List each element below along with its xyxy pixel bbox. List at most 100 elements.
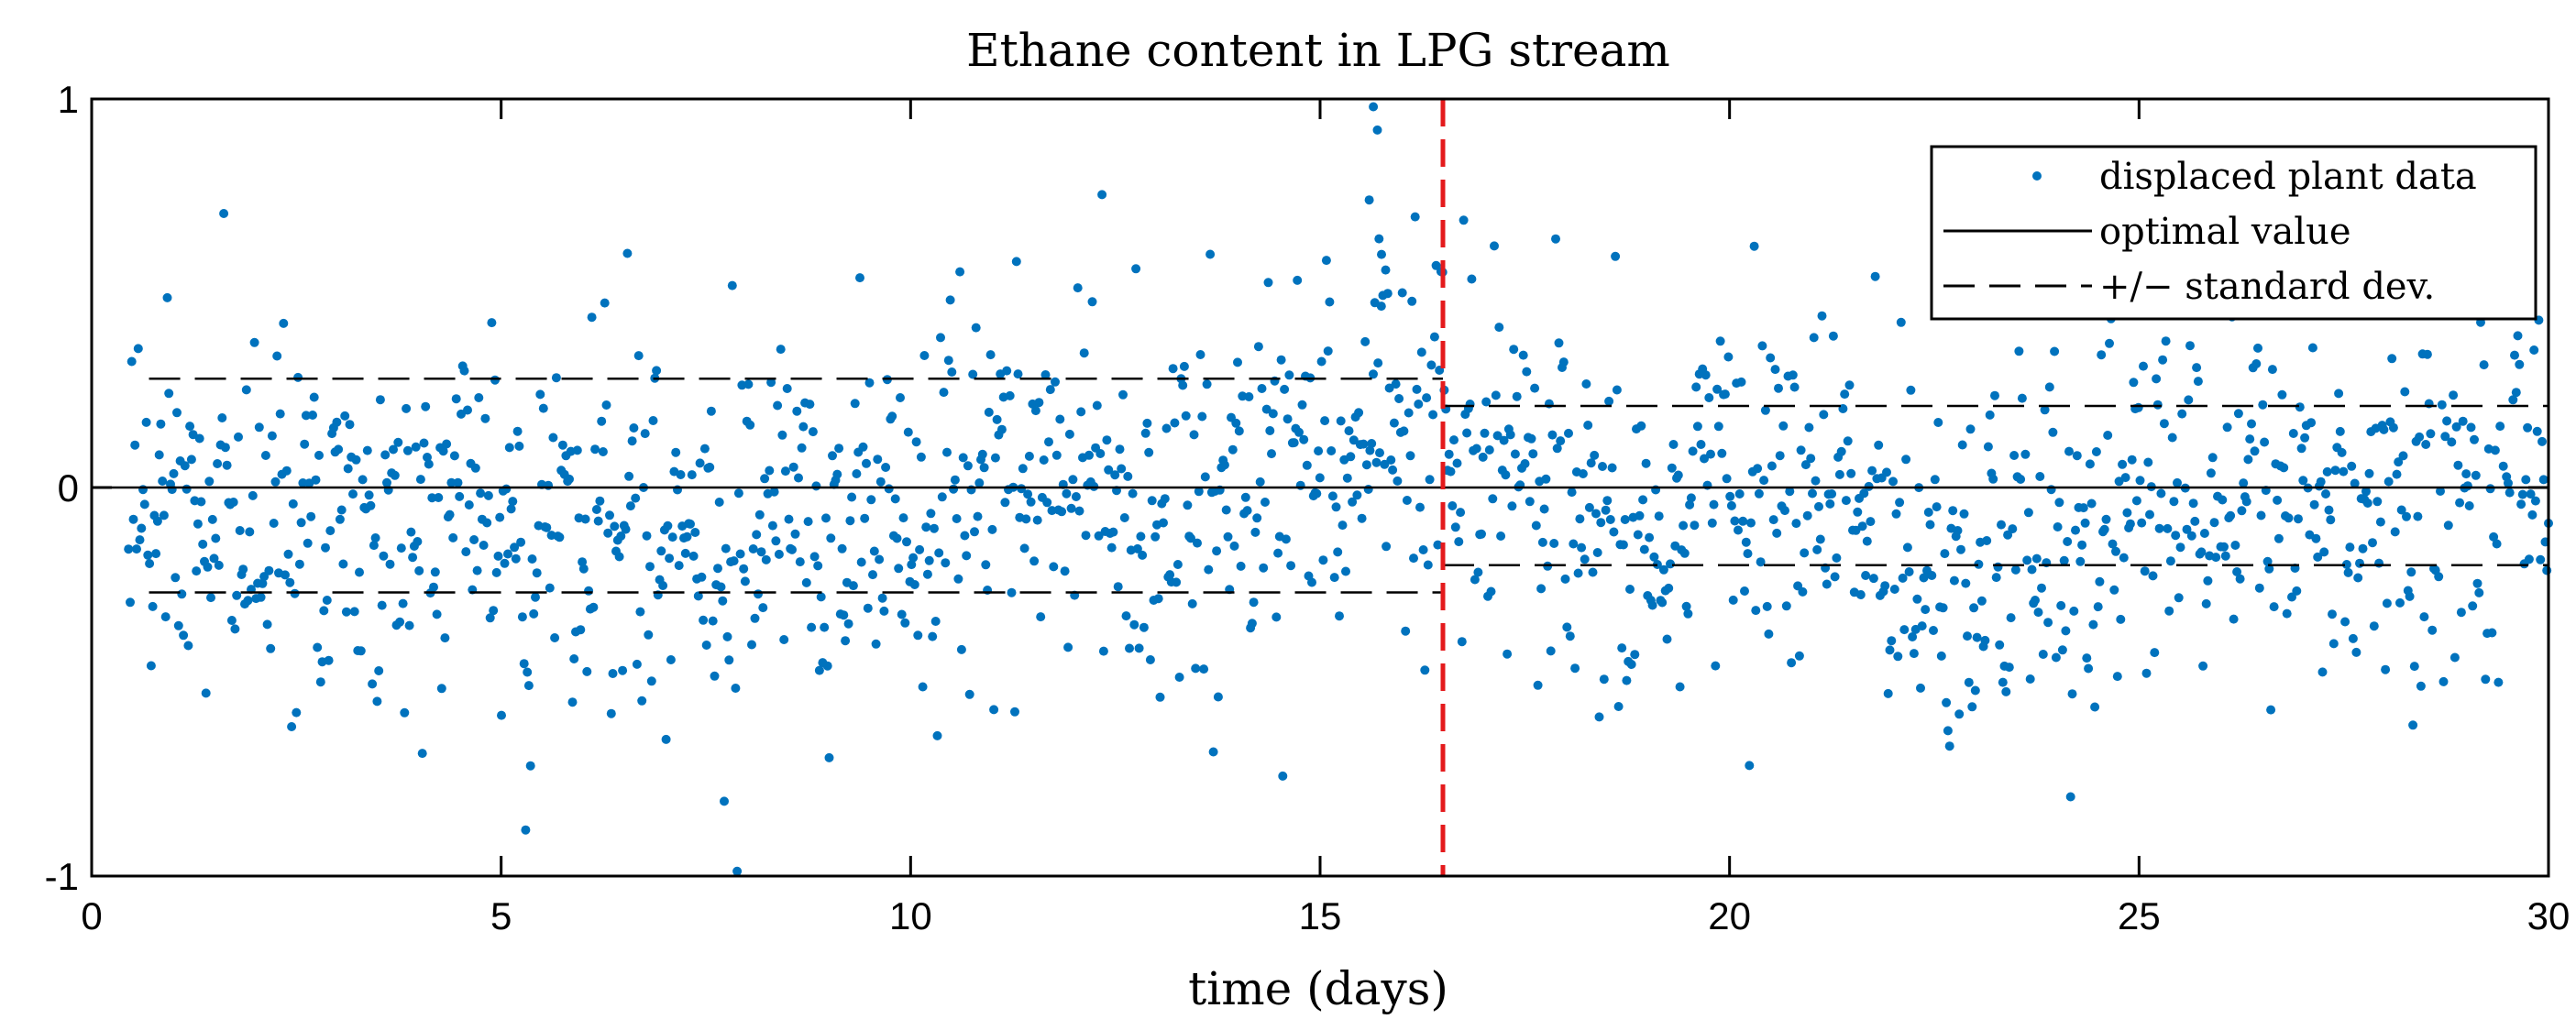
data-point — [936, 333, 945, 343]
data-point — [665, 553, 675, 564]
data-point — [2192, 363, 2202, 373]
data-point — [2071, 525, 2080, 535]
data-point — [913, 630, 923, 641]
data-point — [943, 356, 953, 366]
data-point — [1870, 271, 1880, 281]
data-point — [1144, 447, 1154, 457]
data-point — [2434, 572, 2444, 582]
data-point — [1868, 574, 1878, 584]
data-point — [1949, 575, 1959, 586]
data-point — [1991, 573, 2001, 583]
data-point — [362, 445, 372, 455]
data-point — [864, 378, 875, 388]
data-point — [1552, 444, 1562, 454]
data-point — [311, 475, 321, 485]
data-point — [1397, 288, 1407, 298]
data-point — [1618, 540, 1628, 550]
data-point — [1335, 611, 1344, 621]
data-point — [300, 439, 310, 449]
data-point — [2254, 583, 2264, 593]
data-point — [151, 549, 161, 559]
data-point — [2362, 499, 2372, 508]
data-point — [852, 469, 862, 478]
data-point — [2247, 419, 2256, 429]
data-point — [154, 450, 164, 460]
data-point — [2372, 497, 2383, 507]
data-point — [139, 499, 149, 510]
data-point — [2330, 466, 2340, 476]
data-point — [1602, 496, 1613, 506]
chart-title: Ethane content in LPG stream — [966, 24, 1670, 77]
data-point — [1092, 400, 1102, 411]
data-point — [379, 551, 389, 561]
data-point — [2046, 485, 2056, 495]
data-point — [406, 527, 416, 537]
data-point — [1814, 501, 1823, 511]
data-point — [1134, 643, 1144, 653]
data-point — [2273, 533, 2284, 543]
data-point — [2311, 533, 2321, 543]
data-point — [837, 543, 847, 553]
data-point — [1988, 474, 1998, 484]
data-point — [2262, 556, 2273, 566]
data-point — [1980, 635, 1990, 645]
data-point — [2152, 400, 2163, 410]
data-point — [873, 455, 883, 465]
data-point — [2317, 667, 2328, 677]
data-point — [2241, 497, 2251, 507]
data-point — [2364, 468, 2374, 478]
data-point — [915, 544, 925, 554]
data-point — [281, 570, 290, 580]
data-point — [1364, 195, 1374, 205]
data-point — [1418, 545, 1428, 554]
data-point — [1525, 497, 1535, 507]
data-point — [1895, 498, 1905, 508]
data-point — [625, 501, 635, 511]
data-point — [2462, 481, 2472, 491]
data-point — [1492, 431, 1503, 441]
data-point — [1278, 771, 1288, 781]
data-point — [126, 597, 135, 608]
data-point — [2067, 689, 2077, 699]
data-point — [955, 267, 965, 277]
data-point — [1770, 365, 1780, 375]
data-point — [313, 642, 323, 652]
data-point — [1806, 454, 1816, 464]
data-point — [479, 541, 489, 550]
data-point — [601, 400, 611, 410]
data-point — [1982, 536, 1992, 545]
data-point — [1906, 385, 1916, 395]
data-point — [1836, 446, 1846, 456]
data-point — [1551, 234, 1560, 244]
data-point — [2358, 543, 2368, 553]
data-point — [1518, 350, 1528, 360]
data-point — [2361, 487, 2371, 497]
data-point — [272, 351, 282, 361]
data-point — [1327, 491, 1338, 501]
data-point — [1208, 747, 1218, 757]
data-point — [228, 498, 238, 507]
data-point — [826, 533, 836, 543]
data-point — [1477, 529, 1486, 539]
data-point — [569, 654, 579, 663]
data-point — [287, 722, 297, 731]
data-point — [2040, 405, 2050, 415]
data-point — [1834, 469, 1844, 479]
data-point — [2233, 409, 2243, 419]
data-point — [206, 593, 215, 603]
data-point — [928, 631, 938, 641]
data-point — [390, 470, 400, 480]
data-point — [1213, 692, 1223, 702]
data-point — [1536, 584, 1547, 594]
data-point — [315, 677, 325, 687]
data-point — [754, 510, 765, 520]
data-point — [296, 518, 306, 528]
data-point — [1181, 411, 1191, 421]
data-point — [932, 730, 942, 740]
data-point — [1128, 488, 1138, 499]
data-point — [2406, 567, 2416, 577]
data-point — [415, 475, 425, 485]
data-point — [1940, 549, 1950, 559]
data-point — [298, 478, 308, 488]
data-point — [2449, 390, 2459, 400]
